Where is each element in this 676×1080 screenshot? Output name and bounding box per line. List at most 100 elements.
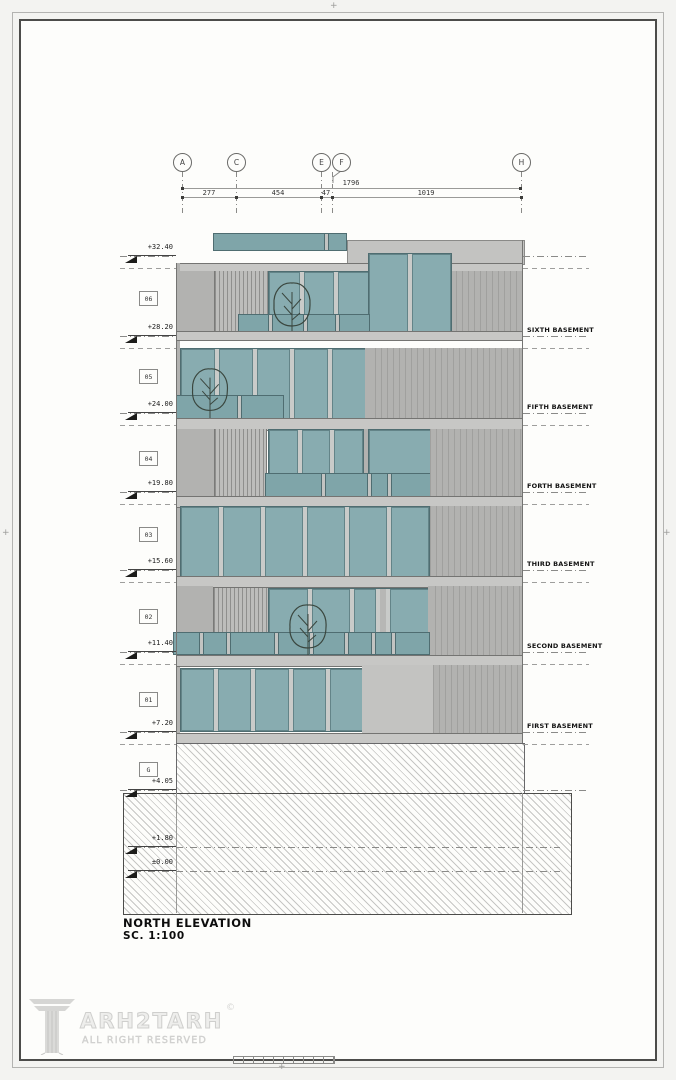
glass-pane: [292, 669, 326, 731]
mullion: [274, 633, 279, 654]
level-line-secondary: [523, 425, 589, 426]
level-line: [120, 492, 176, 493]
wall-panel: [435, 586, 523, 655]
dimension-tick: [320, 196, 323, 199]
level-arrow-icon: [125, 336, 137, 343]
level-line: [134, 847, 560, 848]
logo-brand: ARH2TARH: [79, 1009, 224, 1034]
wall-panel: [428, 586, 435, 655]
level-line: [523, 336, 589, 337]
level-line: [523, 492, 589, 493]
grid-line: [521, 172, 522, 216]
level-leader-line: [128, 651, 176, 652]
tree-icon: [273, 282, 311, 336]
level-value: +11.40: [147, 639, 173, 647]
glass-pane: [329, 669, 364, 731]
mullion: [387, 474, 392, 497]
level-line-secondary: [120, 268, 176, 269]
drawing-title: NORTH ELEVATION: [123, 916, 252, 930]
dimension-value: 1019: [417, 189, 435, 197]
print-scale-strip: [233, 1056, 335, 1064]
glazing-panel: [368, 253, 452, 333]
level-value: +28.20: [147, 323, 173, 331]
balcony-band: [173, 632, 430, 655]
level-value: ±0.00: [151, 858, 173, 866]
mullion: [268, 315, 273, 332]
mullion: [226, 633, 231, 654]
dimension-tick: [181, 187, 184, 190]
level-line-secondary: [523, 268, 589, 269]
registration-mark: +: [330, 1, 338, 11]
floor-slab: [176, 655, 523, 667]
dimension-line-total: [182, 188, 521, 189]
level-leader-line: [128, 569, 176, 570]
level-arrow-icon: [125, 570, 137, 577]
level-leader-line: [128, 335, 176, 336]
level-line: [120, 732, 176, 733]
level-line: [120, 256, 176, 257]
foundation-hatch: [123, 793, 572, 915]
glazing-panel: [268, 429, 364, 475]
grid-elbow: [332, 170, 342, 183]
glass-pane: [332, 349, 366, 419]
glass-pane: [181, 669, 215, 731]
storey-label: FIFTH BASEMENT: [527, 403, 594, 411]
level-marker: +1.80: [118, 834, 176, 854]
logo: ARH2TARH © ALL RIGHT RESERVED: [28, 995, 248, 1057]
level-marker: +28.20: [118, 323, 176, 343]
glass-pane: [218, 669, 252, 731]
glazing-panel: [180, 668, 364, 732]
wall-panel: [365, 348, 375, 418]
glazing-panel: [180, 506, 430, 578]
storey-label: THIRD BASEMENT: [527, 560, 595, 568]
building-edge: [176, 263, 177, 743]
level-value: +4.05: [151, 777, 173, 785]
level-leader-line: [128, 491, 176, 492]
level-line-secondary: [523, 504, 589, 505]
glass-pane: [223, 507, 261, 577]
level-line-secondary: [120, 582, 176, 583]
tree-icon: [289, 604, 327, 658]
dimension-tick: [520, 196, 523, 199]
level-arrow-icon: [125, 492, 137, 499]
glass-pane: [354, 589, 377, 633]
wall-panel: [450, 271, 523, 331]
level-marker: +19.80: [118, 479, 176, 499]
storey-label: FORTH BASEMENT: [527, 482, 597, 490]
level-line: [120, 336, 176, 337]
level-leader-line: [128, 789, 176, 790]
glass-pane: [294, 349, 329, 419]
floor-tag-02: 02: [139, 609, 158, 624]
level-line-secondary: [523, 744, 589, 745]
level-line-secondary: [120, 504, 176, 505]
grid-bubble-a: A: [173, 153, 192, 172]
mullion: [371, 633, 376, 654]
wall-panel: [433, 665, 523, 733]
level-value: +19.80: [147, 479, 173, 487]
level-leader-line: [128, 412, 176, 413]
level-line: [523, 256, 589, 257]
grid-bubble-c: C: [227, 153, 246, 172]
foundation-line: [522, 793, 523, 913]
floor-tag-03: 03: [139, 527, 158, 542]
grid-line: [236, 172, 237, 216]
floor-tag-01: 01: [139, 692, 158, 707]
tree-icon: [192, 368, 228, 421]
dimension-tick: [331, 196, 334, 199]
glass-pane: [255, 669, 289, 731]
floor-tag-06: 06: [139, 291, 158, 306]
floor-tag-g: G: [139, 762, 158, 777]
level-leader-line: [128, 731, 176, 732]
storey-label: SECOND BASEMENT: [527, 642, 603, 650]
level-arrow-icon: [125, 413, 137, 420]
level-line: [523, 652, 589, 653]
building-edge: [522, 240, 523, 743]
glass-pane: [390, 589, 430, 633]
grid-line: [332, 172, 333, 216]
level-value: +32.40: [147, 243, 173, 251]
level-line: [120, 413, 176, 414]
level-arrow-icon: [125, 790, 137, 797]
dimension-line-segments: [182, 197, 521, 198]
registration-mark: +: [663, 528, 671, 538]
roof-parapet-glass: [213, 233, 347, 251]
